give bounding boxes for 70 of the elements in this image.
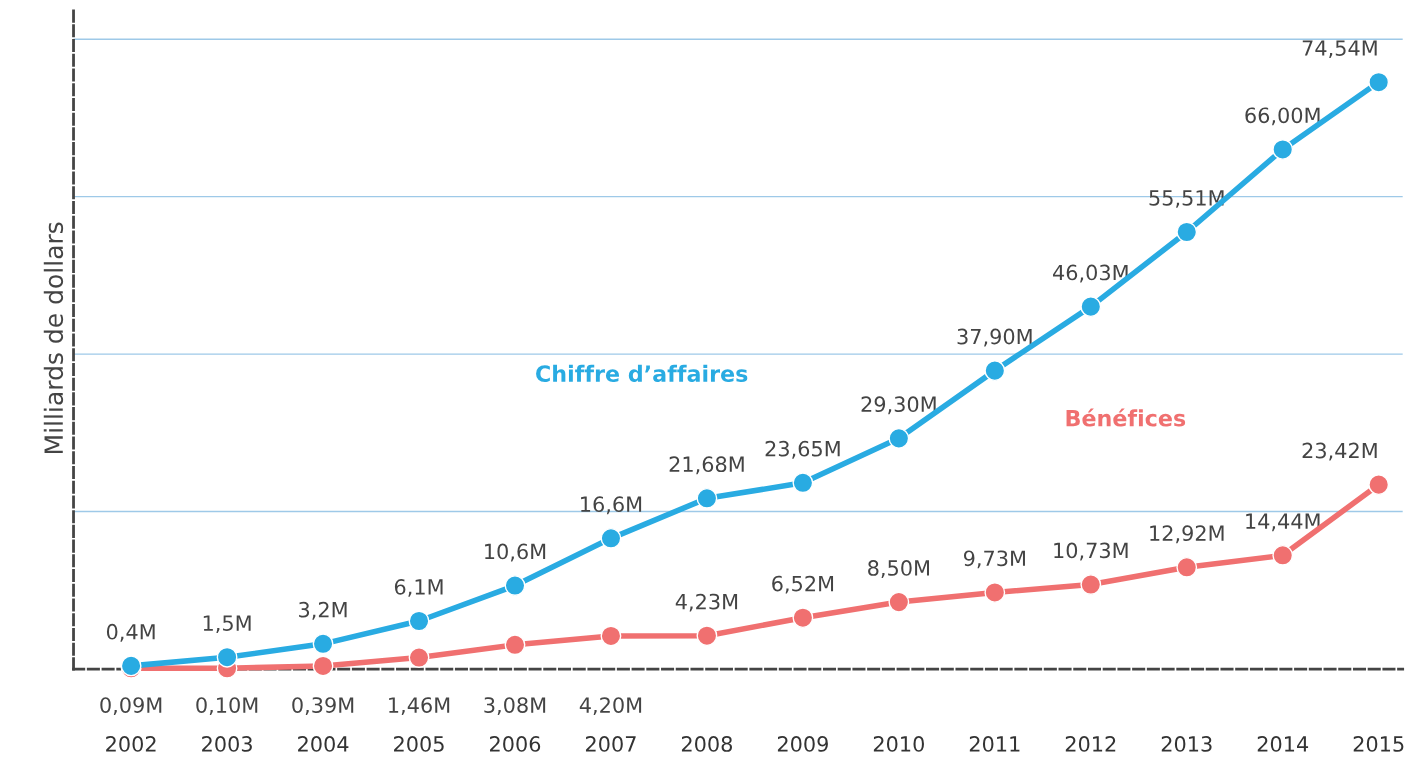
text: Bénéfices [1066,408,1186,427]
x-tick-label: 2006 [490,736,541,752]
data-label: 9,73M [963,550,1025,569]
data-label: 3,2M [299,601,347,620]
point [600,527,622,549]
point [1176,221,1198,243]
point [1176,556,1198,578]
point [1368,474,1390,496]
data-label: 1,46M [389,697,450,716]
point [504,575,526,596]
point [1080,574,1102,595]
point [696,487,718,509]
x-tick-label: 2009 [777,736,828,752]
x-tick-label: 2004 [298,736,349,752]
data-label: 6,52M [772,575,834,594]
point [216,646,238,668]
data-label: 66,00M [1245,107,1320,126]
data-label: 6,1M [394,578,443,597]
point [1080,296,1102,318]
data-label: 37,90M [957,328,1032,347]
data-label: 0,4M [106,623,155,642]
text: Chiffre d’affaires [536,364,748,383]
x-tick-label: 2014 [1257,736,1309,752]
x-tick-label: 2005 [394,736,444,752]
point [312,655,334,677]
point [408,610,430,632]
data-label: 4,23M [675,593,738,612]
data-label: 0,10M [196,697,258,716]
data-label: 10,6M [485,543,546,562]
x-tick-label: 2013 [1161,736,1212,752]
y-axis-title: Milliards de dollars [43,222,64,454]
point [696,625,718,647]
data-label: 46,03M [1053,264,1128,283]
data-label: 0,39M [292,697,354,716]
x-tick-label: 2007 [585,736,636,752]
x-tick-label: 2010 [873,736,924,752]
data-label: 21,68M [669,456,744,475]
point [888,427,910,449]
data-label: 23,42M [1302,442,1377,461]
point [984,360,1006,382]
data-label: 14,44M [1246,513,1320,532]
data-label: 29,30M [861,396,936,415]
data-label: 23,65M [765,440,840,459]
data-label: 10,73M [1054,542,1128,561]
x-tick-label: 2015 [1353,736,1404,752]
point [312,633,334,655]
point [792,607,814,629]
point [408,647,430,668]
data-label: 74,54M [1302,40,1377,59]
data-label: 1,5M [203,615,251,634]
point [984,582,1006,603]
data-label: 12,92M [1150,525,1224,544]
x-tick-label: 2003 [202,736,252,752]
x-tick-label: 2008 [681,736,732,752]
point [792,472,814,494]
point [600,625,622,647]
x-tick-label: 2012 [1065,736,1116,752]
data-label: 3,08M [484,697,546,716]
point [1368,71,1390,93]
point [1272,544,1294,566]
data-label: 0,09M [100,697,162,716]
data-label: 4,20M [579,697,642,716]
x-tick-label: 2002 [106,736,156,752]
point [1272,138,1294,160]
point [888,591,910,613]
data-label: 16,6M [581,496,642,515]
data-label: 8,50M [868,560,929,578]
point [504,634,526,656]
x-tick-label: 2011 [969,736,1020,752]
data-label: 55,51M [1149,190,1224,208]
